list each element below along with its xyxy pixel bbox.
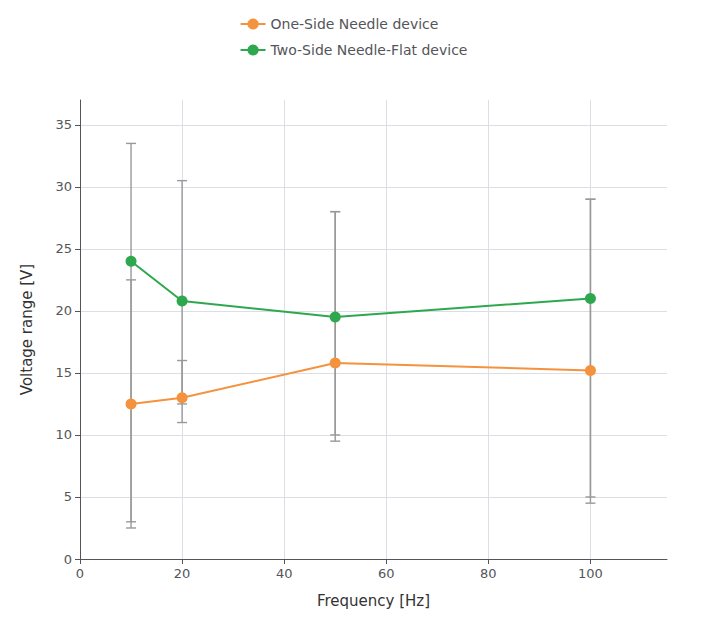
svg-text:20: 20	[55, 303, 72, 318]
svg-text:One-Side Needle device: One-Side Needle device	[271, 16, 439, 32]
svg-text:0: 0	[76, 566, 84, 581]
svg-text:Frequency [Hz]: Frequency [Hz]	[317, 592, 430, 610]
svg-text:60: 60	[378, 566, 395, 581]
svg-text:5: 5	[64, 489, 72, 504]
svg-text:100: 100	[578, 566, 603, 581]
svg-text:15: 15	[55, 365, 72, 380]
svg-text:40: 40	[276, 566, 293, 581]
svg-text:10: 10	[55, 427, 72, 442]
svg-text:25: 25	[55, 241, 72, 256]
svg-text:Two-Side Needle-Flat device: Two-Side Needle-Flat device	[270, 42, 468, 58]
svg-text:0: 0	[64, 552, 72, 567]
svg-text:Voltage range [V]: Voltage range [V]	[18, 264, 36, 395]
svg-text:30: 30	[55, 179, 72, 194]
svg-text:35: 35	[55, 117, 72, 132]
svg-text:20: 20	[174, 566, 191, 581]
svg-text:80: 80	[480, 566, 497, 581]
